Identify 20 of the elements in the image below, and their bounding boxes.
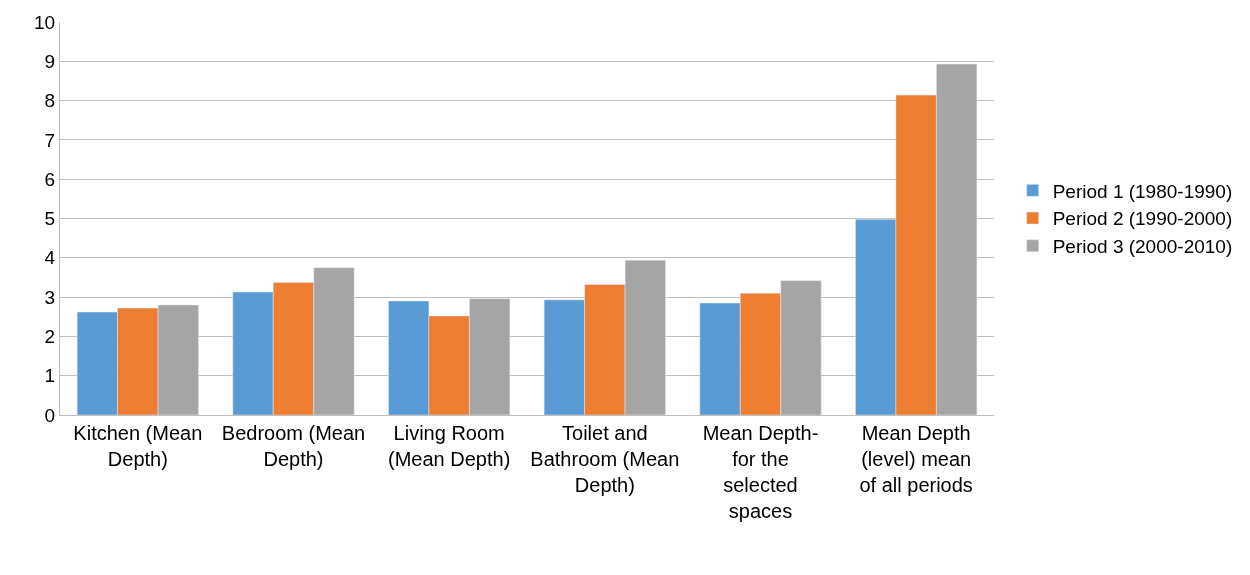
legend-label: Period 2 (1990-2000) [1052, 208, 1233, 230]
y-tick-label: 0 [44, 404, 56, 426]
y-tick-label: 7 [44, 129, 56, 151]
y-tick-label: 3 [44, 286, 56, 308]
x-tick-label: Bedroom (Mean Depth) [221, 422, 366, 470]
y-tick-label: 2 [44, 326, 56, 348]
legend-label: Period 3 (2000-2010) [1052, 236, 1233, 258]
x-tick-label: Mean Depth- for the selected spaces [702, 422, 819, 522]
legend-label: Period 1 (1980-1990) [1052, 180, 1233, 202]
y-tick-label: 6 [44, 168, 56, 190]
y-tick-label: 10 [34, 11, 56, 33]
y-tick-label: 5 [44, 208, 56, 230]
x-tick-label: Living Room (Mean Depth) [388, 422, 511, 470]
y-tick-label: 8 [44, 90, 56, 112]
x-tick-label: Toilet and Bathroom (Mean Depth) [530, 422, 680, 496]
x-tick-label: Kitchen (Mean Depth) [73, 422, 203, 470]
y-tick-label: 1 [44, 365, 56, 387]
y-tick-label: 9 [44, 50, 56, 72]
y-tick-label: 4 [44, 247, 56, 269]
x-tick-label: Mean Depth (level) mean of all periods [859, 422, 973, 496]
